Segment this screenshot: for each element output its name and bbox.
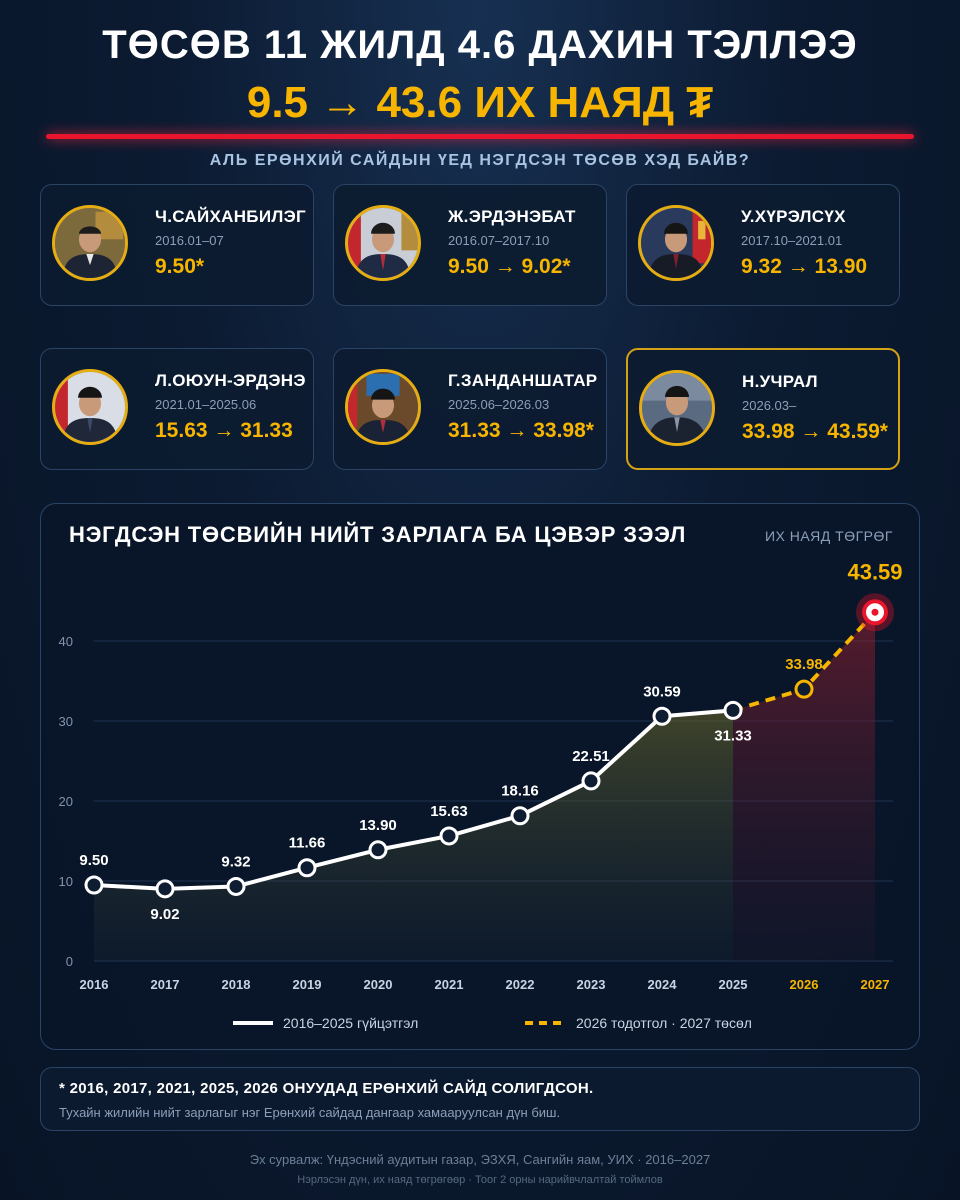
note-heading: * 2016, 2017, 2021, 2025, 2026 ОНУУДАД Е… <box>59 1080 594 1097</box>
minister-budget: 15.63 → 31.33 <box>155 419 293 442</box>
x-tick-label: 2019 <box>293 977 322 992</box>
minister-term: 2016.01–07 <box>155 233 224 248</box>
x-tick-label: 2016 <box>80 977 109 992</box>
portrait-avatar <box>345 369 421 445</box>
data-label: 31.33 <box>714 727 752 744</box>
data-point <box>439 826 459 846</box>
y-tick-label: 20 <box>59 794 73 809</box>
minister-budget: 9.50* <box>155 255 205 278</box>
page-title: ТӨСӨВ 11 ЖИЛД 4.6 ДАХИН ТЭЛЛЭЭ <box>102 23 858 67</box>
minister-name: Н.УЧРАЛ <box>742 372 818 391</box>
x-tick-label: 2018 <box>222 977 251 992</box>
portrait-avatar <box>52 369 128 445</box>
divider-line <box>46 134 914 139</box>
x-tick-label: 2027 <box>861 977 890 992</box>
data-label: 22.51 <box>572 748 610 765</box>
data-point <box>794 679 814 699</box>
minister-card-5: Г.ЗАНДАНШАТАР 2025.06–2026.03 31.33 → 33… <box>333 348 607 470</box>
data-point <box>652 706 672 726</box>
header: ТӨСӨВ 11 ЖИЛД 4.6 ДАХИН ТЭЛЛЭЭ 9.5 → 43.… <box>0 18 960 132</box>
minister-budget: 31.33 → 33.98* <box>448 419 594 442</box>
minister-budget: 9.50 → 9.02* <box>448 255 571 278</box>
data-point <box>84 875 104 895</box>
note-text: Тухайн жилийн нийт зарлагыг нэг Ерөнхий … <box>59 1105 561 1120</box>
data-point <box>581 771 601 791</box>
data-point <box>368 840 388 860</box>
portrait-avatar <box>639 370 715 446</box>
y-tick-label: 30 <box>59 714 73 729</box>
minister-name: Ж.ЭРДЭНЭБАТ <box>448 207 576 226</box>
minister-budget: 33.98 → 43.59* <box>742 420 888 443</box>
note-card: * 2016, 2017, 2021, 2025, 2026 ОНУУДАД Е… <box>40 1067 920 1131</box>
x-tick-label: 2023 <box>577 977 606 992</box>
budget-chart-card: 0 10 20 30 40 9.50 9.02 9.32 11.66 13.90 15.63 18.… <box>40 503 920 1050</box>
portrait-avatar <box>52 205 128 281</box>
minister-name: У.ХҮРЭЛСҮХ <box>741 207 846 226</box>
chart-unit-label: ИХ НАЯД ТӨГРӨГ <box>764 528 893 544</box>
actual-series-line <box>93 708 734 891</box>
forecast-area <box>733 612 875 961</box>
data-label: 15.63 <box>430 803 468 820</box>
minister-term: 2021.01–2025.06 <box>155 397 257 412</box>
minister-card-2: Ж.ЭРДЭНЭБАТ 2016.07–2017.10 9.50 → 9.02* <box>333 184 607 306</box>
y-tick-label: 10 <box>59 874 73 889</box>
page-subtitle: 9.5 → 43.6 ИХ НАЯД ₮ <box>246 78 714 127</box>
minister-budget: 9.32 → 13.90 <box>741 255 868 278</box>
data-label: 18.16 <box>501 783 539 800</box>
x-tick-label: 2017 <box>151 977 180 992</box>
minister-term: 2016.07–2017.10 <box>448 233 550 248</box>
data-label: 11.66 <box>289 835 326 852</box>
x-tick-label: 2022 <box>506 977 535 992</box>
footnote-text: Нэрлэсэн дүн, их наяд төгрөгөөр · Тоог 2… <box>297 1174 663 1186</box>
legend-label-forecast: 2026 тодотгол · 2027 төсөл <box>576 1015 752 1031</box>
data-label: 43.59 <box>847 559 902 584</box>
data-point <box>226 876 246 896</box>
data-point <box>297 858 317 878</box>
minister-card-1: Ч.САЙХАНБИЛЭГ 2016.01–07 9.50* <box>40 184 314 306</box>
data-label: 33.98 <box>785 656 823 673</box>
data-label: 9.02 <box>150 906 179 923</box>
point-glow <box>856 593 894 632</box>
minister-name: Ч.САЙХАНБИЛЭГ <box>155 207 306 226</box>
chart-title: НЭГДСЭН ТӨСВИЙН НИЙТ ЗАРЛАГА БА ЦЭВЭР ЗЭ… <box>69 522 687 547</box>
y-tick-label: 40 <box>59 634 73 649</box>
minister-term: 2025.06–2026.03 <box>448 397 550 412</box>
source-text: Эх сурвалж: Үндэсний аудитын газар, ЭЗХЯ… <box>249 1152 711 1167</box>
section-question: АЛЬ ЕРӨНХИЙ САЙДЫН ҮЕД НЭГДСЭН ТӨСӨВ ХЭД… <box>209 152 751 169</box>
data-label: 30.59 <box>643 683 681 700</box>
minister-name: Г.ЗАНДАНШАТАР <box>448 371 598 390</box>
x-tick-label: 2025 <box>719 977 748 992</box>
portrait-avatar <box>345 205 421 281</box>
x-tick-label: 2026 <box>790 977 819 992</box>
data-label: 13.90 <box>359 817 397 834</box>
data-label: 9.32 <box>221 853 250 870</box>
legend-label-actual: 2016–2025 гүйцэтгэл <box>283 1015 418 1031</box>
minister-card-6: Н.УЧРАЛ 2026.03– 33.98 → 43.59* <box>626 348 900 470</box>
point-center <box>871 608 879 616</box>
portrait-avatar <box>638 205 714 281</box>
data-label: 9.50 <box>79 852 108 869</box>
data-point <box>510 806 530 826</box>
y-tick-label: 0 <box>66 954 73 969</box>
minister-card-3: У.ХҮРЭЛСҮХ 2017.10–2021.01 9.32 → 13.90 <box>626 184 900 306</box>
data-point <box>723 700 743 720</box>
minister-term: 2017.10–2021.01 <box>741 233 843 248</box>
x-tick-label: 2020 <box>364 977 393 992</box>
minister-term: 2026.03– <box>742 398 797 413</box>
actual-area <box>94 710 733 961</box>
minister-card-4: Л.ОЮУН-ЭРДЭНЭ 2021.01–2025.06 15.63 → 31… <box>40 348 314 470</box>
minister-name: Л.ОЮУН-ЭРДЭНЭ <box>155 371 306 390</box>
x-tick-label: 2024 <box>648 977 678 992</box>
data-point <box>155 879 175 899</box>
budget-line-chart: 0 10 20 30 40 9.50 9.02 9.32 11.66 13.90 15.63 18.… <box>59 559 903 1031</box>
x-tick-label: 2021 <box>435 977 464 992</box>
